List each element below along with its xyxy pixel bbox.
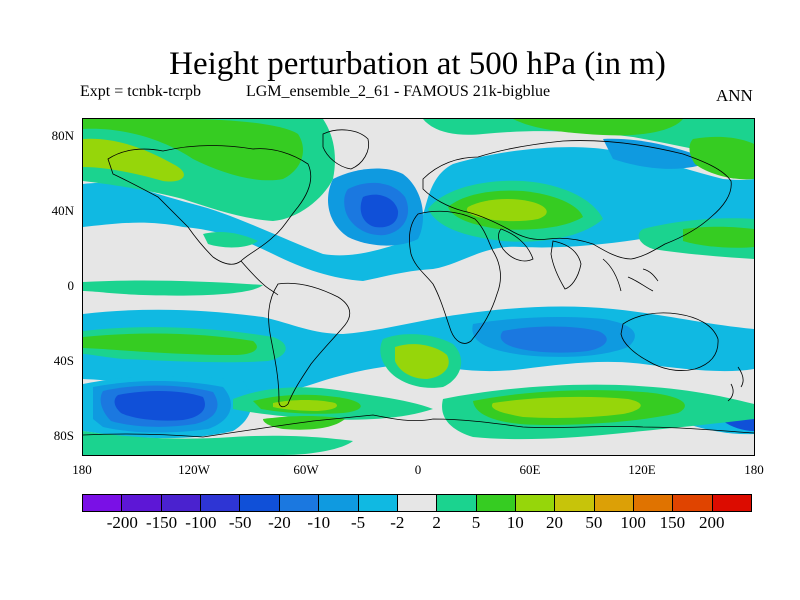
colorbar-label: -5 — [350, 513, 366, 532]
lat-label: 40N — [51, 203, 74, 218]
colorbar-label: -20 — [268, 513, 291, 532]
contour-region — [466, 199, 547, 222]
colorbar-box — [634, 495, 674, 511]
lat-label: 0 — [67, 278, 75, 293]
coast-se-asia — [602, 258, 659, 292]
season-label: ANN — [716, 86, 753, 105]
colorbar-box — [279, 495, 320, 511]
contour-region — [203, 231, 258, 248]
lon-label: 60E — [519, 462, 541, 477]
lat-label: 80S — [53, 428, 74, 443]
contour-region — [500, 326, 607, 353]
colorbar-box — [437, 495, 477, 511]
colorbar-box — [594, 495, 635, 511]
coast-india — [550, 240, 582, 290]
contour-region — [423, 119, 754, 159]
coast-africa — [409, 210, 501, 344]
colorbar-box — [201, 495, 241, 511]
ensemble-label: LGM_ensemble_2_61 - FAMOUS 21k-bigblue — [246, 83, 551, 100]
contour-region — [491, 396, 641, 418]
colorbar-box — [515, 495, 556, 511]
colorbar-label: -2 — [390, 513, 405, 532]
coast-eurasia — [422, 140, 732, 260]
colorbar-label: 2 — [432, 513, 441, 532]
lon-label: 120E — [628, 462, 656, 477]
contour-region — [83, 333, 257, 355]
colorbar-label: 5 — [471, 513, 481, 532]
map-panel — [82, 118, 755, 456]
colorbar-label: -150 — [145, 513, 178, 532]
colorbar-box — [673, 495, 713, 511]
coast-north-america — [107, 145, 312, 265]
contour-region — [263, 416, 345, 430]
colorbar-box — [83, 495, 123, 511]
colorbar-box — [555, 495, 595, 511]
colorbar-box — [161, 495, 202, 511]
contour-region — [360, 194, 399, 228]
colorbar — [82, 494, 752, 512]
colorbar-label: 50 — [585, 513, 603, 532]
contour-region — [114, 391, 205, 421]
colorbar-label: 150 — [659, 513, 686, 532]
colorbar-box — [240, 495, 280, 511]
colorbar-box — [476, 495, 516, 511]
contour-region — [83, 138, 184, 182]
colorbar-label: -50 — [228, 513, 252, 532]
contour-field — [83, 119, 754, 455]
contour-region — [83, 431, 353, 455]
lon-label: 0 — [414, 462, 422, 477]
colorbar-box — [397, 495, 438, 511]
contour-region — [83, 147, 754, 281]
contour-region — [689, 136, 754, 180]
coast-antarctica — [83, 414, 754, 438]
contour-region — [683, 226, 754, 248]
colorbar-box — [358, 495, 398, 511]
contour-region — [83, 280, 263, 296]
lat-label: 80N — [51, 128, 74, 143]
coast-south-america — [268, 282, 351, 408]
lon-label: 180 — [72, 462, 92, 477]
colorbar-label: -200 — [106, 513, 138, 532]
lon-label: 60W — [293, 462, 319, 477]
coast-new-zealand — [727, 366, 744, 402]
contour-region — [273, 400, 338, 411]
lat-label: 40S — [53, 353, 74, 368]
colorbar-box — [122, 495, 162, 511]
colorbar-box — [712, 495, 752, 511]
contour-region — [513, 119, 683, 136]
coast-arabia — [498, 228, 534, 262]
colorbar-label: 10 — [506, 513, 524, 532]
colorbar-label: 100 — [620, 513, 646, 532]
lon-label: 120W — [178, 462, 210, 477]
contour-region — [83, 119, 303, 181]
lon-label: 180 — [744, 462, 764, 477]
colorbar-label: 200 — [698, 513, 725, 532]
contour-region — [395, 344, 449, 379]
experiment-label: Expt = tcnbk-tcrpb — [80, 83, 201, 100]
coastlines — [83, 129, 754, 438]
colorbar-label: -10 — [307, 513, 331, 532]
coast-australia — [620, 312, 719, 371]
coast-greenland — [322, 129, 370, 170]
colorbar-label: -100 — [185, 513, 217, 532]
colorbar-label: 20 — [546, 513, 564, 532]
colorbar-box — [319, 495, 359, 511]
plot-title: Height perturbation at 500 hPa (in m) — [169, 46, 666, 82]
contour-region — [603, 138, 713, 169]
